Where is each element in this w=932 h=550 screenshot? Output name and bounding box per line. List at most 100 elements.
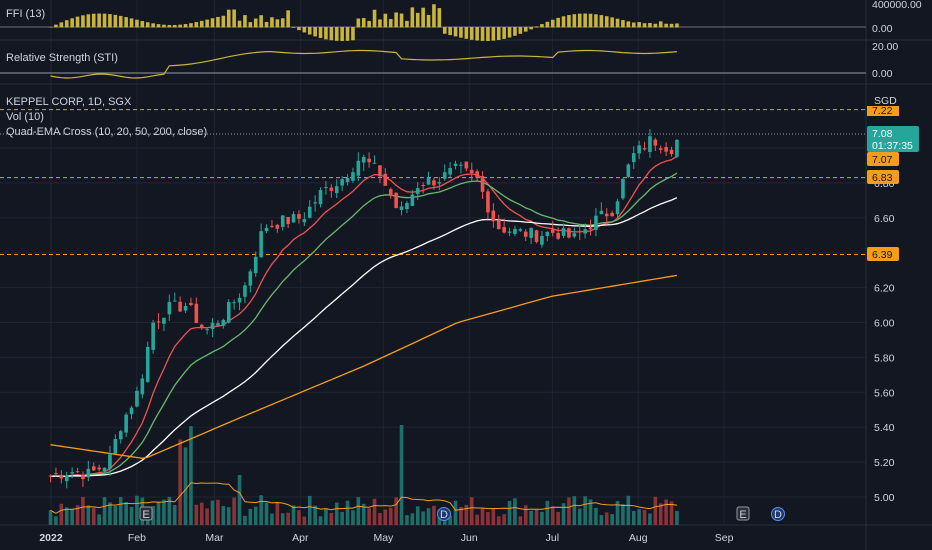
volume-bar <box>588 499 593 525</box>
candle-body <box>183 305 188 311</box>
symbol-title: KEPPEL CORP, 1D, SGX <box>6 96 132 108</box>
ffi-bar <box>675 23 679 28</box>
ema-200-line <box>50 274 678 459</box>
candle-body <box>669 149 674 155</box>
candle-body <box>394 192 398 209</box>
volume-bar <box>172 505 177 525</box>
ffi-bar <box>442 27 447 34</box>
ffi-bar <box>448 27 452 36</box>
volume-bar <box>113 506 118 525</box>
volume-bar <box>91 507 96 525</box>
candle-body <box>113 439 118 454</box>
volume-bar <box>237 475 242 525</box>
ffi-bar <box>361 18 366 28</box>
ffi-bar <box>507 27 512 38</box>
candle-body <box>658 148 663 150</box>
ffi-bar <box>248 22 253 28</box>
ffi-bar <box>259 15 263 28</box>
volume-bar <box>507 500 512 525</box>
ffi-bar <box>307 27 312 35</box>
volume-bar <box>64 507 69 525</box>
volume-bar <box>513 498 517 525</box>
candle-body <box>243 285 247 297</box>
volume-bar <box>577 508 582 525</box>
volume-bar <box>199 502 204 525</box>
volume-bar <box>356 497 361 525</box>
currency-label: SGD <box>874 95 897 107</box>
volume-bar <box>280 513 285 525</box>
ffi-bar <box>648 22 652 28</box>
candle-body <box>91 466 96 471</box>
top-partial-tag-bg <box>867 106 899 116</box>
horizontal-levels[interactable] <box>0 109 866 255</box>
candle-body <box>378 165 382 177</box>
candle-body <box>270 225 274 227</box>
ffi-bar <box>637 22 641 28</box>
volume-bar <box>383 509 388 525</box>
ffi-bar <box>410 7 415 28</box>
volume-bar <box>205 508 209 525</box>
candle-body <box>172 300 177 302</box>
candle-body <box>383 173 388 186</box>
candle-body <box>199 324 204 328</box>
volume-bar <box>183 447 188 525</box>
volume-bar <box>388 507 393 525</box>
candle-body <box>345 177 350 183</box>
candle-body <box>410 194 415 206</box>
ffi-bar <box>631 22 636 28</box>
volume-bar <box>253 506 258 525</box>
ffi-bar <box>318 27 323 39</box>
volume-bar <box>118 497 123 525</box>
candle-body <box>329 187 334 191</box>
ffi-bar <box>475 27 479 41</box>
candle-body <box>675 140 679 157</box>
time-axis[interactable]: 2022 Feb Mar Apr May Jun Jul Aug Sep <box>39 532 733 544</box>
candle-body <box>540 236 544 245</box>
candle-body <box>415 188 420 195</box>
candle-body <box>534 230 539 242</box>
volume-bar <box>648 513 652 525</box>
candle-body <box>459 164 463 166</box>
candle-body <box>577 231 582 233</box>
ffi-bar <box>270 17 274 28</box>
volume-bar <box>291 505 296 525</box>
candle-body <box>70 472 74 474</box>
candle-body <box>437 182 442 184</box>
candle-body <box>502 227 506 233</box>
volume-bar <box>518 516 523 525</box>
candle-body <box>334 186 339 194</box>
candle-body <box>426 177 431 185</box>
time-tick-Feb: Feb <box>128 532 146 544</box>
candle-body <box>302 219 307 223</box>
volume-bar <box>675 510 679 525</box>
ffi-bar <box>302 27 307 33</box>
ffi-bar <box>486 27 490 41</box>
ema10-price-tag-bg <box>867 152 899 166</box>
candle-body <box>259 231 263 258</box>
ffi-bar <box>356 18 361 28</box>
ffi-bar <box>97 13 101 28</box>
volume-bar <box>453 500 458 525</box>
ffi-bar <box>529 27 533 30</box>
candle-body <box>162 317 166 324</box>
candle-body <box>54 472 58 474</box>
candle-body <box>567 228 571 238</box>
ffi-bar <box>102 13 107 28</box>
ffi-bar <box>577 13 582 28</box>
candle-body <box>642 148 647 150</box>
ffi-bar <box>669 23 674 28</box>
ffi-bar <box>405 20 409 28</box>
ffi-bar <box>286 10 290 28</box>
ffi-bar <box>594 14 598 28</box>
volume-bar <box>226 507 231 525</box>
volume-bar <box>324 508 328 525</box>
volume-ma-line <box>50 482 677 514</box>
ffi-bar <box>340 27 344 41</box>
volume-bar <box>108 502 112 525</box>
candlesticks <box>48 129 679 489</box>
current-price-tag-bg <box>867 126 919 152</box>
ffi-bar <box>86 14 91 28</box>
